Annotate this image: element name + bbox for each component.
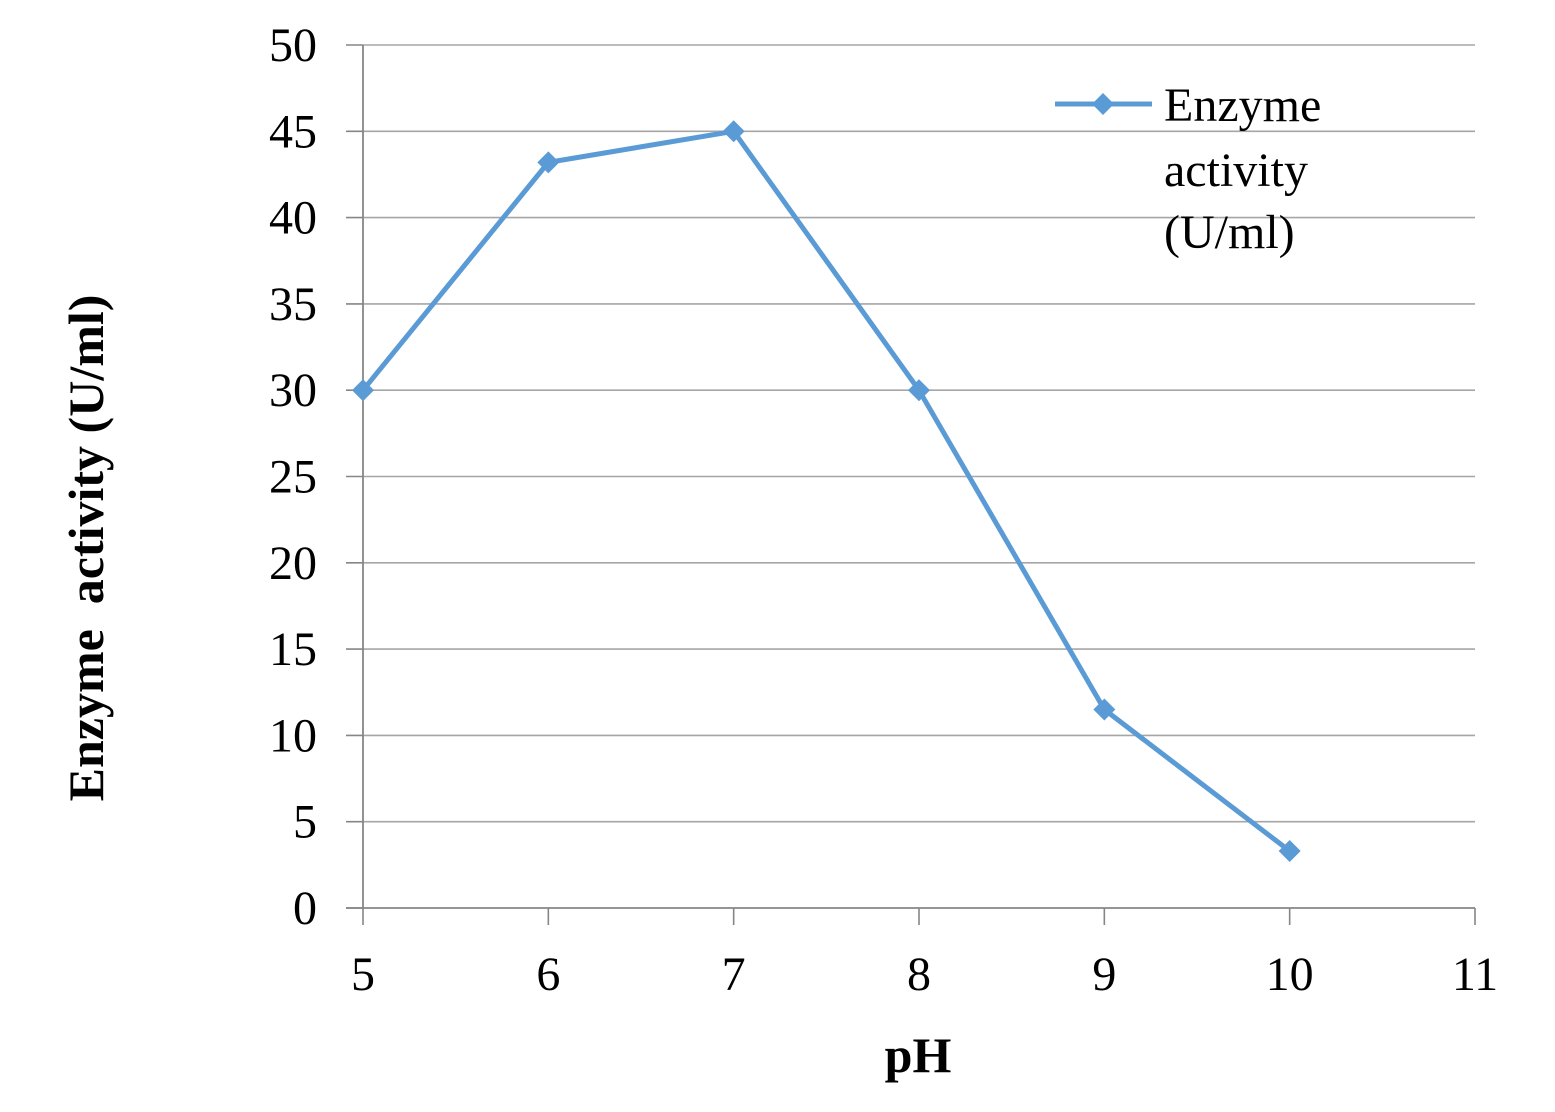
data-point-marker [722,120,745,143]
x-axis-title: pH [885,1027,952,1083]
data-point-marker [1093,698,1116,721]
data-series [352,120,1301,863]
legend-label-line-1: Enzyme [1164,79,1321,132]
legend-label: Enzyme activity (U/ml) [1164,79,1333,259]
y-tick-label: 50 [269,19,317,72]
series-line [360,128,1293,854]
data-point-marker [908,379,930,402]
y-tick-label: 30 [269,364,317,417]
y-tick-label: 10 [269,709,317,762]
legend-label-line-2: activity [1164,144,1308,197]
y-tick-label: 20 [269,537,317,590]
data-point-marker [352,379,374,402]
data-point-marker [537,151,560,174]
y-tick-label: 5 [293,796,317,849]
x-tick-label: 5 [351,948,375,1001]
x-tick-label: 10 [1266,948,1314,1001]
legend: Enzyme activity (U/ml) [1055,79,1333,259]
y-tick-label: 40 [269,192,317,245]
y-tick-label: 25 [269,451,317,504]
data-point-marker [1278,840,1301,863]
x-tick-label: 9 [1092,948,1116,1001]
y-axis-title: Enzyme activity (U/ml) [58,295,114,802]
x-tick-label: 7 [722,948,746,1001]
y-tick-label: 45 [269,105,317,158]
legend-label-line-3: (U/ml) [1164,206,1295,259]
legend-diamond-icon [1092,93,1114,115]
x-tick-label: 11 [1452,948,1498,1001]
y-tick-label: 35 [269,278,317,331]
x-tick-label: 6 [536,948,560,1001]
x-tick-label: 8 [907,948,931,1001]
y-tick-label: 0 [293,882,317,935]
y-tick-label: 15 [269,623,317,676]
axes [346,44,1476,925]
